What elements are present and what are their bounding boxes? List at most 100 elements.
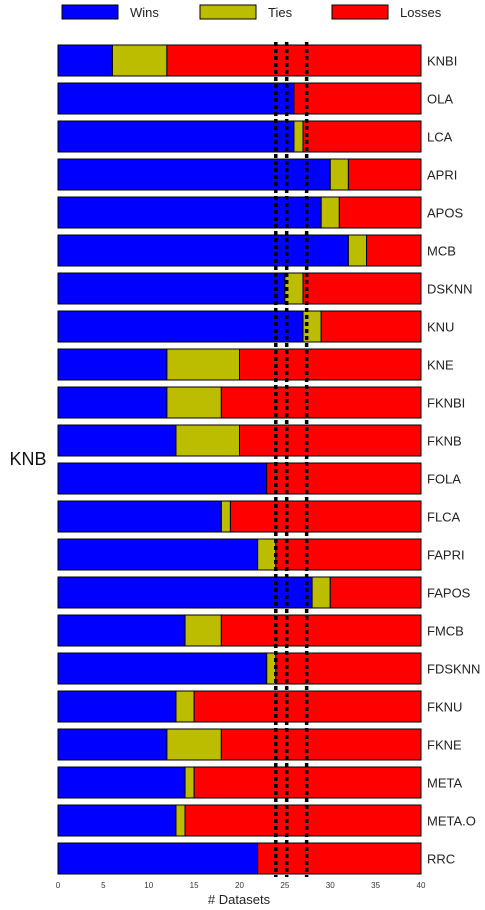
bar-ties-knbi (111, 44, 168, 77)
bar-wins-fkne (57, 728, 168, 761)
category-label: FOLA (427, 472, 461, 487)
x-tick-label: 15 (190, 881, 199, 890)
bar-wins-knu (57, 310, 304, 343)
bar-losses-fmcb (220, 614, 422, 647)
x-tick-label: 35 (371, 881, 380, 890)
bar-ties-kne (166, 348, 240, 381)
bar-ties-meta-o (175, 804, 186, 837)
bar-wins-fapri (57, 538, 259, 571)
category-label: KNE (427, 358, 454, 373)
bar-wins-flca (57, 500, 222, 533)
x-tick-label: 5 (101, 881, 106, 890)
bar-ties-apri (329, 158, 349, 191)
category-label: FMCB (427, 624, 464, 639)
bar-losses-lca (302, 120, 422, 153)
x-axis-title: # Datasets (208, 892, 271, 907)
category-label: FKNBI (427, 396, 465, 411)
bar-wins-meta (57, 766, 186, 799)
category-label: FKNU (427, 700, 462, 715)
bar-losses-fknb (239, 424, 422, 457)
category-label: FLCA (427, 510, 461, 525)
category-label: FKNE (427, 738, 462, 753)
legend-label-losses: Losses (400, 5, 442, 20)
bar-ties-lca (293, 120, 304, 153)
bar-losses-dsknn (302, 272, 422, 305)
bar-losses-fapos (329, 576, 422, 609)
bar-wins-fknb (57, 424, 177, 457)
side-label: KNB (9, 449, 46, 469)
bar-losses-knbi (166, 44, 422, 77)
bar-wins-kne (57, 348, 168, 381)
category-label: LCA (427, 130, 453, 145)
legend-label-ties: Ties (268, 5, 293, 20)
bar-wins-fknu (57, 690, 177, 723)
bar-ties-fknbi (166, 386, 222, 419)
legend: Wins Ties Losses (61, 4, 442, 20)
legend-swatch-wins (61, 4, 119, 20)
legend-swatch-losses (331, 4, 389, 20)
bar-wins-knbi (57, 44, 113, 77)
bar-ties-fapri (257, 538, 277, 571)
category-label: FAPOS (427, 586, 471, 601)
category-label: APRI (427, 168, 457, 183)
bar-wins-mcb (57, 234, 349, 267)
bar-losses-fola (266, 462, 422, 495)
bar-losses-ola (293, 82, 422, 115)
bar-losses-fkne (220, 728, 422, 761)
bar-losses-mcb (366, 234, 422, 267)
bar-wins-apos (57, 196, 322, 229)
category-label: OLA (427, 92, 453, 107)
bar-wins-fdsknn (57, 652, 268, 685)
bar-ties-fmcb (184, 614, 222, 647)
x-tick-label: 0 (56, 881, 61, 890)
bar-losses-flca (229, 500, 422, 533)
category-label: META.O (427, 814, 476, 829)
x-tick-label: 40 (417, 881, 426, 890)
plot-area: KNBI OLA LCA APRI APOS MCB DSKNN KNU KNE FKNBI FKN… (57, 44, 480, 875)
bar-ties-fknb (175, 424, 241, 457)
x-tick-label: 10 (144, 881, 153, 890)
bar-wins-lca (57, 120, 295, 153)
bar-losses-rrc (257, 842, 422, 875)
bar-wins-rrc (57, 842, 259, 875)
category-label: KNU (427, 320, 454, 335)
bar-ties-fapos (311, 576, 331, 609)
category-label: FKNB (427, 434, 462, 449)
category-label: MCB (427, 244, 456, 259)
bar-wins-apri (57, 158, 331, 191)
bar-ties-apos (320, 196, 340, 229)
bar-losses-kne (239, 348, 422, 381)
bar-ties-fknu (175, 690, 195, 723)
x-tick-label: 20 (235, 881, 244, 890)
bar-losses-fdsknn (275, 652, 422, 685)
category-label: META (427, 776, 462, 791)
category-label: FDSKNN (427, 662, 480, 677)
bar-losses-meta-o (184, 804, 422, 837)
category-label: DSKNN (427, 282, 473, 297)
category-label: KNBI (427, 54, 457, 69)
bar-wins-dsknn (57, 272, 286, 305)
bar-losses-knu (320, 310, 422, 343)
bar-losses-fknbi (220, 386, 422, 419)
bar-losses-apri (347, 158, 422, 191)
bar-losses-apos (338, 196, 422, 229)
bar-wins-fmcb (57, 614, 186, 647)
bar-ties-flca (220, 500, 231, 533)
bar-wins-meta-o (57, 804, 177, 837)
x-axis: 0 5 10 15 20 25 30 35 40 (56, 881, 426, 890)
bar-ties-fkne (166, 728, 222, 761)
legend-label-wins: Wins (130, 5, 159, 20)
bar-wins-fknbi (57, 386, 168, 419)
bar-wins-ola (57, 82, 295, 115)
category-label: RRC (427, 852, 455, 867)
bar-wins-fapos (57, 576, 313, 609)
x-tick-label: 30 (326, 881, 335, 890)
category-label: APOS (427, 206, 463, 221)
bar-ties-mcb (347, 234, 368, 267)
legend-swatch-ties (199, 4, 257, 20)
reference-lines (274, 42, 309, 877)
bar-losses-fapri (275, 538, 422, 571)
category-label: FAPRI (427, 548, 465, 563)
bar-ties-meta (184, 766, 195, 799)
